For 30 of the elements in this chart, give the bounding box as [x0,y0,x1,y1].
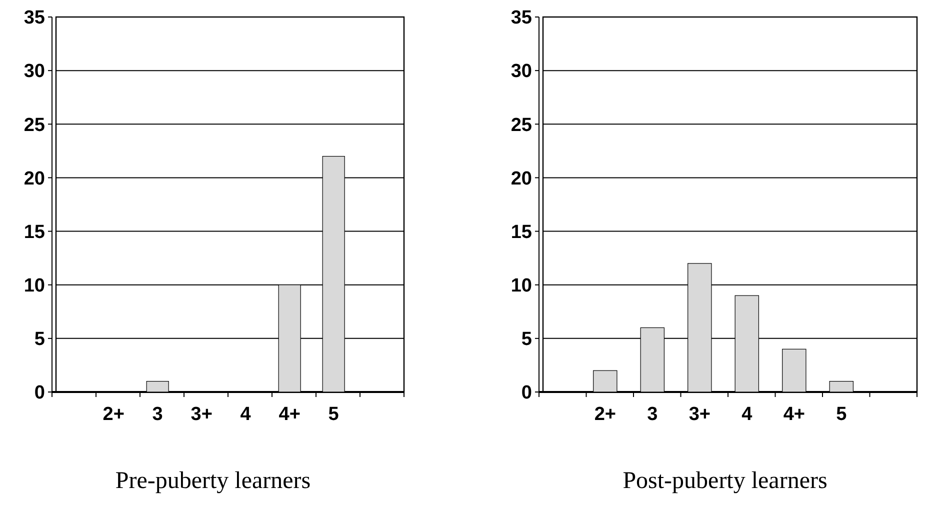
y-tick-label: 30 [510,61,532,82]
x-tick-label: 4 [742,404,753,425]
x-tick-label: 5 [328,404,340,425]
y-tick-label: 15 [24,222,46,243]
y-tick-label: 5 [521,329,532,350]
x-tick-label: 4+ [783,404,805,425]
x-axis-title: Post-puberty learners [622,468,828,494]
x-tick-label: 2+ [102,404,124,425]
x-tick-label: 4 [240,404,252,425]
x-tick-label: 4+ [278,404,300,425]
y-tick-label: 10 [24,276,45,297]
x-tick-label: 3 [152,404,163,425]
x-tick-label: 3 [647,404,658,425]
y-tick-label: 25 [24,114,46,136]
x-tick-label: 3+ [688,404,710,425]
x-tick-label: 5 [836,404,848,425]
x-tick-label: 2+ [594,404,616,425]
x-axis-title: Pre-puberty learners [115,468,311,494]
y-tick-label: 10 [510,276,532,297]
y-tick-label: 25 [510,114,532,136]
y-tick-label: 0 [34,382,45,404]
y-tick-label: 20 [24,168,45,190]
y-tick-label: 35 [24,8,46,29]
y-tick-label: 5 [34,329,46,350]
y-tick-label: 20 [510,168,532,190]
y-tick-label: 35 [510,8,532,29]
y-tick-label: 0 [521,382,532,404]
y-tick-label: 30 [24,61,45,82]
y-tick-label: 15 [510,222,532,243]
x-tick-label: 3+ [190,404,212,425]
